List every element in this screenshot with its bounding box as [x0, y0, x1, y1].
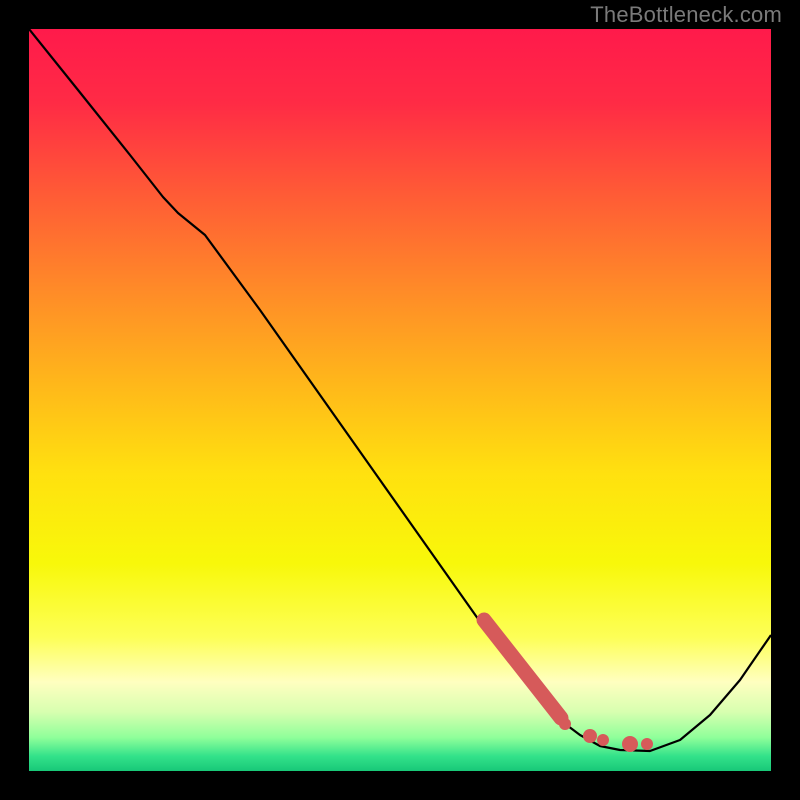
- watermark-text: TheBottleneck.com: [590, 2, 782, 28]
- plot-area: [29, 29, 771, 771]
- highlight-dot: [622, 736, 638, 752]
- highlight-segment: [484, 620, 561, 718]
- bottleneck-curve: [29, 29, 771, 751]
- highlight-dot: [583, 729, 597, 743]
- highlight-dot: [597, 734, 609, 746]
- highlight-dot: [641, 738, 653, 750]
- curve-layer: [29, 29, 771, 771]
- highlight-dot: [559, 718, 571, 730]
- chart-frame: TheBottleneck.com: [0, 0, 800, 800]
